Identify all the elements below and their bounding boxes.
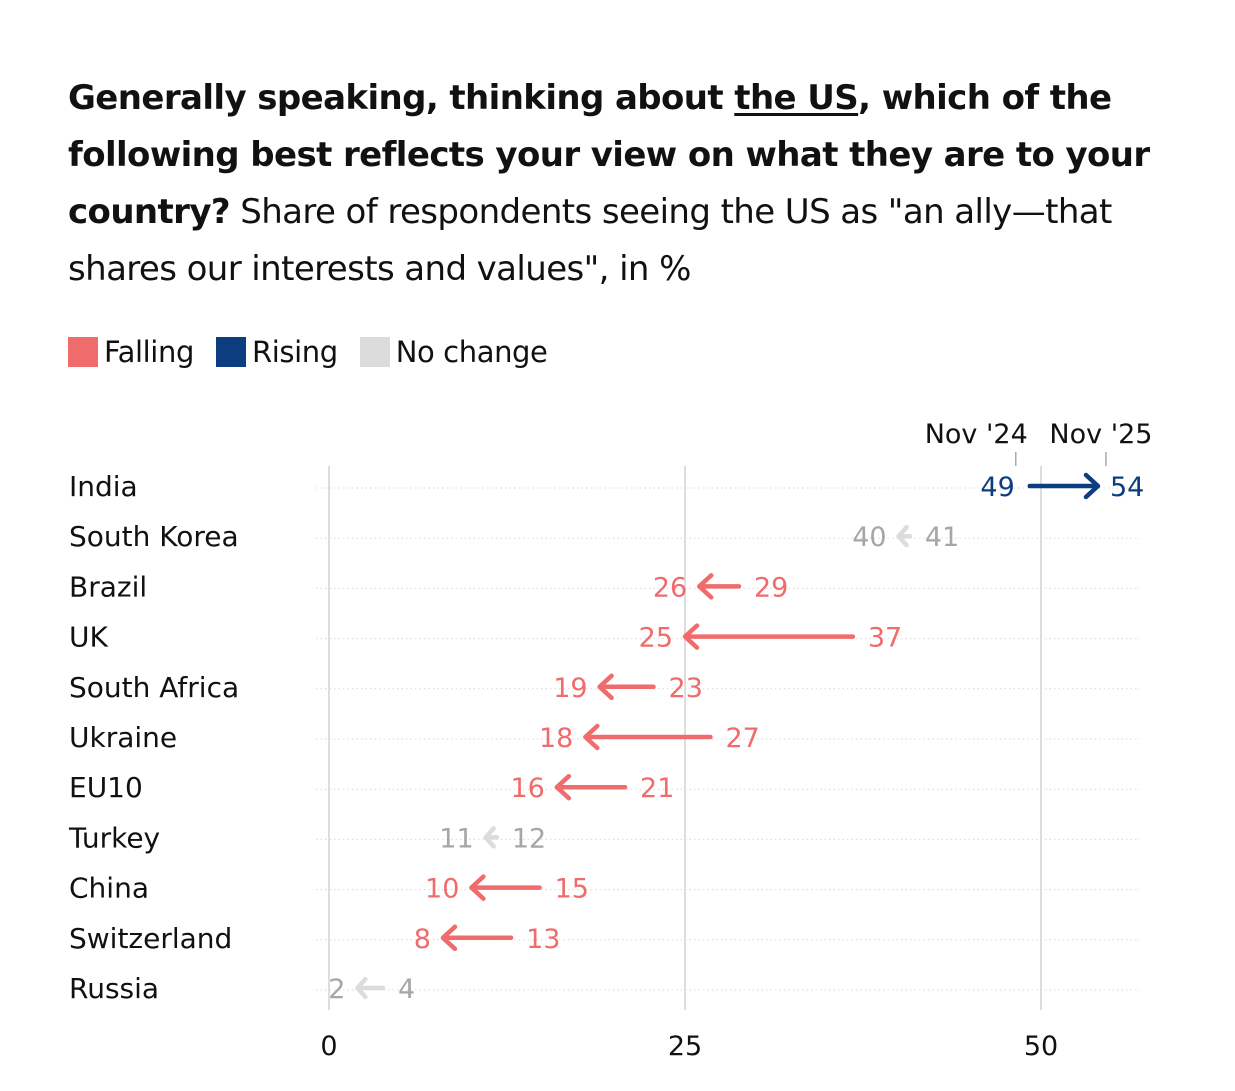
arrow-head-india bbox=[1083, 472, 1101, 500]
country-label-south-africa: South Africa bbox=[69, 671, 239, 704]
value-label-south-africa-nov24: 23 bbox=[669, 673, 703, 704]
country-label-ukraine: Ukraine bbox=[69, 721, 177, 754]
value-label-turkey-nov24: 12 bbox=[512, 823, 546, 854]
country-label-turkey: Turkey bbox=[68, 821, 160, 854]
value-label-russia-nov25: 2 bbox=[328, 974, 345, 1005]
arrow-head-south-africa bbox=[597, 673, 614, 701]
country-label-india: India bbox=[69, 470, 138, 503]
legend-swatch-rising bbox=[215, 337, 246, 367]
country-label-switzerland: Switzerland bbox=[69, 922, 232, 955]
country-label-russia: Russia bbox=[69, 972, 159, 1005]
value-label-eu10-nov24: 21 bbox=[640, 773, 674, 804]
x-tick-label-0: 0 bbox=[320, 1031, 337, 1062]
value-label-south-africa-nov25: 19 bbox=[553, 673, 587, 704]
title-bold-post: , which of the following best reflects y… bbox=[68, 78, 1150, 232]
value-label-china-nov25: 10 bbox=[425, 874, 459, 905]
value-label-uk-nov25: 25 bbox=[639, 623, 673, 654]
value-label-ukraine-nov24: 27 bbox=[725, 723, 759, 754]
legend-item-falling: Falling bbox=[68, 335, 194, 369]
legend: Falling Rising No change bbox=[68, 335, 570, 369]
arrow-head-turkey bbox=[483, 826, 496, 849]
value-label-russia-nov24: 4 bbox=[398, 974, 415, 1005]
x-tick-label-25: 25 bbox=[668, 1031, 702, 1062]
country-label-eu10: EU10 bbox=[69, 771, 143, 804]
value-label-china-nov24: 15 bbox=[555, 874, 589, 905]
arrow-head-uk bbox=[682, 623, 700, 650]
arrow-head-russia bbox=[355, 976, 368, 1000]
value-label-turkey-nov25: 11 bbox=[439, 823, 473, 854]
legend-swatch-nochange bbox=[359, 337, 390, 367]
value-label-india-nov25: 54 bbox=[1110, 472, 1144, 503]
arrow-head-china bbox=[469, 874, 486, 901]
header-label-nov24: Nov '24 bbox=[925, 419, 1028, 450]
legend-item-rising: Rising bbox=[215, 335, 338, 369]
legend-label-rising: Rising bbox=[251, 335, 338, 369]
value-label-switzerland-nov25: 8 bbox=[414, 924, 431, 955]
value-label-eu10-nov25: 16 bbox=[510, 773, 544, 804]
value-label-south-korea-nov24: 41 bbox=[925, 522, 959, 553]
legend-label-falling: Falling bbox=[104, 335, 194, 369]
value-label-switzerland-nov24: 13 bbox=[526, 924, 560, 955]
title-underlined: the US bbox=[734, 78, 859, 118]
title-bold-pre: Generally speaking, thinking about bbox=[68, 78, 735, 118]
arrow-head-eu10 bbox=[554, 773, 572, 801]
x-tick-label-50: 50 bbox=[1024, 1031, 1058, 1062]
value-label-uk-nov24: 37 bbox=[868, 623, 902, 654]
chart-subtitle: Share of respondents seeing the US as "a… bbox=[68, 192, 1112, 289]
country-label-uk: UK bbox=[69, 621, 108, 654]
arrow-head-brazil bbox=[696, 573, 714, 600]
legend-item-nochange: No change bbox=[359, 335, 548, 369]
legend-swatch-falling bbox=[68, 337, 98, 367]
value-label-india-nov24: 49 bbox=[980, 472, 1014, 503]
arrow-head-switzerland bbox=[440, 924, 458, 952]
value-label-brazil-nov25: 26 bbox=[653, 572, 687, 603]
arrow-head-south-korea bbox=[896, 524, 909, 548]
value-label-brazil-nov24: 29 bbox=[754, 572, 788, 603]
country-label-china: China bbox=[69, 872, 149, 905]
chart-title: Generally speaking, thinking about the U… bbox=[68, 70, 1178, 298]
arrow-head-ukraine bbox=[583, 723, 600, 751]
value-label-south-korea-nov25: 40 bbox=[852, 522, 886, 553]
country-label-brazil: Brazil bbox=[69, 570, 147, 603]
legend-label-nochange: No change bbox=[395, 335, 548, 369]
header-label-nov25: Nov '25 bbox=[1049, 419, 1152, 450]
value-label-ukraine-nov25: 18 bbox=[539, 723, 573, 754]
country-label-south-korea: South Korea bbox=[69, 520, 239, 553]
